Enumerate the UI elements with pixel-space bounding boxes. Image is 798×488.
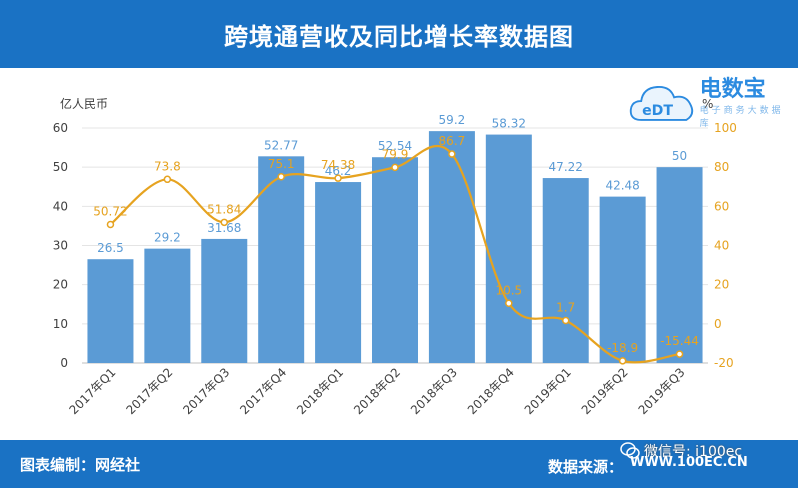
line-value-label: 73.8 <box>154 159 181 173</box>
growth-rate-point <box>505 299 513 308</box>
bar <box>372 157 418 363</box>
bar-value-label: 46.2 <box>325 164 352 178</box>
growth-rate-point <box>277 173 285 181</box>
logo: eDT 电数宝 电子商务大数据库 <box>628 72 790 134</box>
title-banner: 跨境通营收及同比增长率数据图 <box>0 0 798 68</box>
bar-value-label: 29.2 <box>154 231 181 245</box>
line-value-label: 75.1 <box>268 157 295 171</box>
bar <box>144 248 191 363</box>
y-left-tick-label: 20 <box>53 278 68 292</box>
line-value-label: 10.5 <box>495 283 522 297</box>
x-tick-label: 2018年Q4 <box>465 365 517 417</box>
bar-value-label: 59.2 <box>439 113 466 127</box>
growth-rate-point <box>163 175 172 184</box>
bar-value-label: 52.77 <box>264 138 298 152</box>
bar-value-label: 58.32 <box>492 117 526 131</box>
x-tick-label: 2018年Q2 <box>351 365 403 417</box>
wechat-icon <box>620 442 640 459</box>
line-value-label: 50.72 <box>93 205 127 219</box>
line-value-label: 86.7 <box>439 134 466 148</box>
cloud-logo-icon: eDT <box>629 86 694 121</box>
data-source-label: 数据来源： <box>548 458 624 476</box>
y-right-tick-label: 40 <box>714 239 729 253</box>
growth-rate-line <box>109 145 680 364</box>
svg-text:eDT: eDT <box>642 103 673 119</box>
x-tick-label: 2019年Q2 <box>579 365 631 417</box>
x-tick-label: 2019年Q1 <box>522 365 574 417</box>
bar-value-label: 26.5 <box>97 241 124 255</box>
y-right-tick-label: 20 <box>714 278 729 292</box>
footer-bar: 图表编制：网经社 数据来源： <box>0 440 798 488</box>
line-value-label: -18.9 <box>607 341 638 355</box>
bar <box>599 196 646 363</box>
line-value-label: 51.84 <box>207 202 241 216</box>
bar <box>201 238 248 363</box>
y-left-axis-label: 亿人民币 <box>60 96 108 111</box>
bar <box>258 156 305 363</box>
growth-rate-point <box>448 150 456 158</box>
y-right-tick-label: 60 <box>714 199 729 213</box>
line-value-label: -15.44 <box>660 334 699 348</box>
bar <box>87 259 134 363</box>
y-right-tick-label: -20 <box>714 356 734 370</box>
y-right-tick-label: 0 <box>714 317 722 331</box>
bar-value-label: 52.54 <box>378 139 412 153</box>
bar-value-label: 50 <box>672 149 687 163</box>
x-tick-label: 2017年Q4 <box>237 365 289 417</box>
bar <box>542 178 589 363</box>
logo-subtitle: 电子商务大数据库 <box>699 106 784 129</box>
growth-rate-point <box>618 357 627 365</box>
y-right-tick-label: 80 <box>714 160 729 174</box>
y-right-tick-label: 100 <box>714 121 737 135</box>
y-left-tick-label: 40 <box>53 199 68 213</box>
line-value-label: 1.7 <box>556 301 575 315</box>
x-tick-label: 2017年Q2 <box>123 365 175 417</box>
growth-rate-point <box>106 220 115 229</box>
y-right-axis-label: % <box>702 97 713 111</box>
wechat-id: 微信号: i100ec <box>644 444 743 460</box>
y-left-tick-label: 50 <box>53 160 68 174</box>
bar-value-label: 42.48 <box>605 179 639 193</box>
chart-title: 跨境通营收及同比增长率数据图 <box>224 22 574 51</box>
y-left-tick-label: 60 <box>53 121 68 135</box>
growth-rate-point <box>334 174 342 182</box>
bar <box>656 167 703 363</box>
growth-rate-point <box>391 163 399 172</box>
x-tick-label: 2019年Q3 <box>636 365 688 417</box>
y-left-tick-label: 10 <box>53 317 68 331</box>
bar <box>485 134 532 363</box>
chart-credit: 图表编制：网经社 <box>20 456 141 474</box>
x-tick-label: 2017年Q1 <box>67 365 119 417</box>
growth-rate-point <box>561 316 570 325</box>
logo-name: 电数宝 <box>699 77 766 102</box>
line-value-label: 79.9 <box>382 147 409 161</box>
y-left-tick-label: 0 <box>60 356 68 370</box>
growth-rate-point <box>220 218 229 227</box>
x-tick-label: 2018年Q3 <box>408 365 460 417</box>
bar <box>315 182 362 363</box>
revenue-growth-chart: 0 10 20 30 40 50 60 -20 0 20 40 60 80 100 亿人民币 % 26.5 29.… <box>53 96 737 417</box>
x-tick-label: 2017年Q3 <box>180 365 232 417</box>
line-value-label: 74.38 <box>321 158 355 172</box>
wechat-watermark: 微信号: i100ec <box>620 440 742 462</box>
bar <box>428 131 475 363</box>
bar-value-label: 47.22 <box>549 160 583 174</box>
growth-rate-point <box>675 350 684 358</box>
y-left-tick-label: 30 <box>53 239 68 253</box>
bar-value-label: 31.68 <box>207 221 241 235</box>
x-tick-label: 2018年Q1 <box>294 365 346 417</box>
site-url: WWW.100EC.CN <box>630 455 748 470</box>
